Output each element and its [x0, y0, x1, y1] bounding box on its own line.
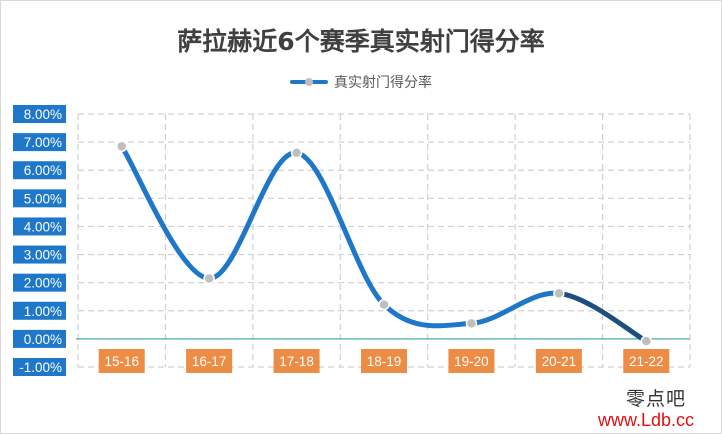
y-tick-box — [13, 161, 66, 180]
x-tick-box — [186, 349, 233, 373]
y-tick-box — [13, 245, 66, 264]
x-tick-label: 16-17 — [192, 354, 227, 369]
x-tick-label: 15-16 — [104, 354, 139, 369]
watermark-name: 零点吧 — [626, 388, 687, 410]
y-tick-label: 4.00% — [24, 219, 62, 234]
y-tick-box — [13, 301, 66, 320]
data-point — [290, 147, 303, 159]
x-tick-label: 20-21 — [542, 354, 577, 369]
x-tick-label: 18-19 — [367, 354, 402, 369]
y-tick-label: 5.00% — [24, 191, 62, 206]
y-tick-box — [13, 105, 66, 123]
y-tick-box — [13, 358, 66, 376]
y-tick-box — [13, 273, 66, 292]
x-tick-box — [273, 349, 320, 373]
y-tick-box — [13, 329, 66, 348]
legend-line-icon — [290, 78, 328, 86]
legend: 真实射门得分率 — [0, 72, 722, 92]
y-tick-label: 7.00% — [24, 135, 62, 150]
data-point — [203, 272, 215, 285]
y-tick-box — [13, 189, 66, 208]
data-point — [640, 335, 653, 347]
x-tick-box — [98, 349, 145, 373]
y-tick-box — [13, 133, 66, 152]
y-tick-label: 6.00% — [24, 163, 62, 178]
data-point — [465, 317, 478, 330]
watermark-url: www.Ldb.cc — [598, 410, 695, 430]
x-tick-box — [535, 349, 582, 373]
x-tick-label: 19-20 — [454, 354, 489, 369]
y-tick-label: 8.00% — [24, 107, 62, 122]
data-point — [378, 298, 390, 311]
chart-title: 萨拉赫近6个赛季真实射门得分率 — [177, 27, 545, 56]
legend-label: 真实射门得分率 — [334, 75, 432, 91]
x-tick-label: 17-18 — [279, 354, 314, 369]
x-tick-box — [448, 349, 495, 373]
x-tick-box — [623, 349, 670, 373]
data-point — [115, 140, 128, 153]
y-tick-label: -1.00% — [19, 360, 62, 375]
y-tick-label: 2.00% — [24, 276, 62, 291]
y-tick-label: 0.00% — [24, 332, 62, 347]
data-point — [553, 287, 565, 300]
x-tick-label: 21-22 — [629, 354, 664, 369]
x-tick-box — [361, 349, 407, 373]
y-tick-box — [13, 217, 66, 236]
series-line-tail — [556, 290, 649, 344]
y-tick-label: 1.00% — [24, 304, 62, 319]
y-tick-label: 3.00% — [24, 248, 62, 263]
